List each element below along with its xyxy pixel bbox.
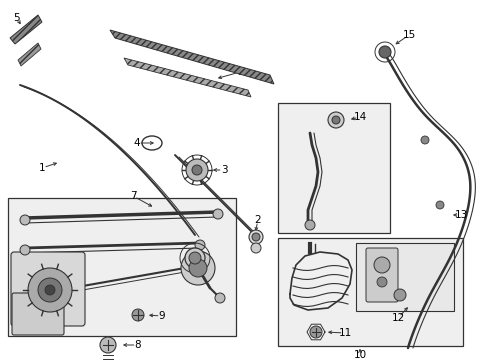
Polygon shape [289, 252, 351, 310]
Circle shape [435, 201, 443, 209]
Text: 2: 2 [254, 215, 261, 225]
Circle shape [309, 326, 321, 338]
Text: 1: 1 [39, 163, 45, 173]
Polygon shape [10, 15, 42, 44]
Polygon shape [124, 58, 250, 97]
Circle shape [38, 278, 62, 302]
Polygon shape [110, 30, 273, 84]
Circle shape [192, 165, 202, 175]
Circle shape [420, 136, 428, 144]
Bar [355, 243, 453, 311]
Bar [8, 198, 236, 336]
Circle shape [20, 215, 30, 225]
Circle shape [250, 243, 261, 253]
Bar [278, 238, 462, 346]
Text: 8: 8 [134, 340, 141, 350]
Text: 6: 6 [236, 67, 243, 77]
Circle shape [378, 46, 390, 58]
FancyBboxPatch shape [12, 293, 64, 335]
Circle shape [189, 252, 201, 264]
Circle shape [393, 289, 405, 301]
Text: 9: 9 [159, 311, 165, 321]
Circle shape [248, 230, 263, 244]
Text: 14: 14 [353, 112, 366, 122]
Circle shape [215, 293, 224, 303]
Circle shape [189, 259, 206, 277]
Circle shape [331, 116, 339, 124]
Text: 15: 15 [402, 30, 415, 40]
Circle shape [45, 285, 55, 295]
Circle shape [132, 309, 143, 321]
FancyBboxPatch shape [11, 252, 85, 326]
Circle shape [327, 112, 343, 128]
Circle shape [213, 209, 223, 219]
Text: 11: 11 [338, 328, 351, 338]
Circle shape [184, 248, 204, 268]
Circle shape [185, 159, 207, 181]
Circle shape [251, 233, 260, 241]
Circle shape [28, 268, 72, 312]
Circle shape [100, 337, 116, 353]
Circle shape [20, 245, 30, 255]
Text: 3: 3 [220, 165, 227, 175]
Circle shape [181, 251, 215, 285]
Circle shape [195, 240, 204, 250]
Text: 7: 7 [129, 191, 136, 201]
Circle shape [376, 277, 386, 287]
Circle shape [305, 220, 314, 230]
Text: 13: 13 [453, 210, 467, 220]
Polygon shape [18, 43, 41, 66]
Text: 10: 10 [353, 350, 366, 360]
Text: 12: 12 [390, 313, 404, 323]
Bar [278, 103, 389, 233]
Text: 4: 4 [133, 138, 140, 148]
Text: 5: 5 [14, 13, 20, 23]
FancyBboxPatch shape [365, 248, 397, 302]
Circle shape [373, 257, 389, 273]
